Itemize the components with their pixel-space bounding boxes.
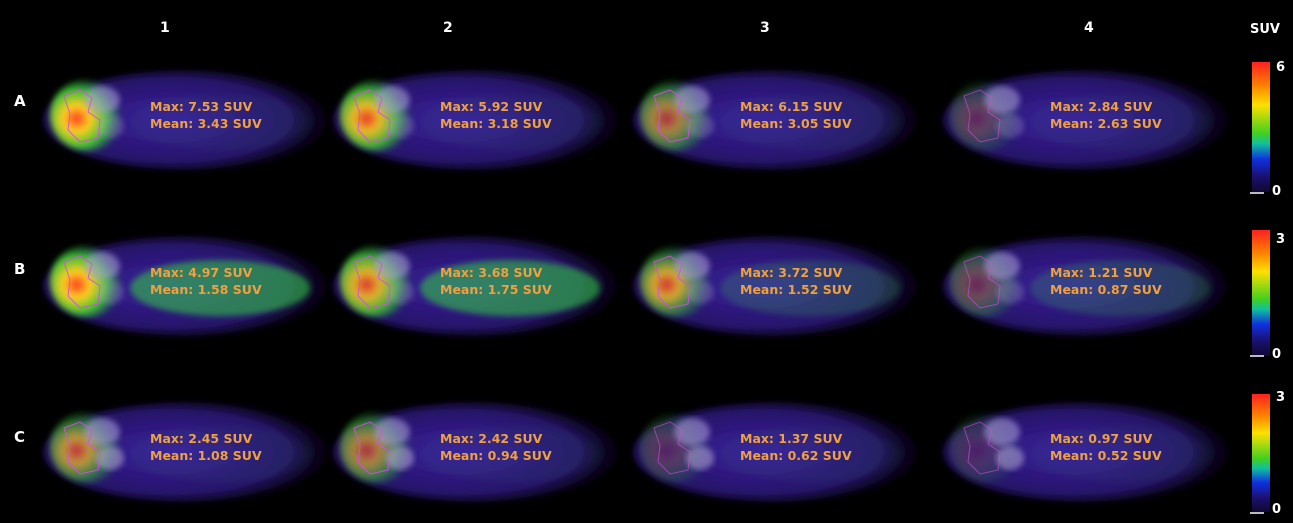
- row-label-b: B: [14, 260, 26, 278]
- mean-suv-label: Mean: 3.05 SUV: [740, 116, 852, 131]
- column-label-3: 3: [760, 20, 770, 36]
- roi-stats: Max: 3.72 SUV Mean: 1.52 SUV: [740, 264, 852, 298]
- max-suv-label: Max: 1.37 SUV: [740, 431, 843, 446]
- mean-suv-label: Mean: 0.94 SUV: [440, 448, 552, 463]
- roi-stats: Max: 0.97 SUV Mean: 0.52 SUV: [1050, 430, 1162, 464]
- pet-panel: Max: 5.92 SUV Mean: 3.18 SUV: [330, 60, 620, 180]
- colorbar-gradient: [1252, 230, 1270, 356]
- row-label-a: A: [14, 92, 26, 110]
- pet-scan-image: [333, 236, 617, 336]
- roi-stats: Max: 2.84 SUV Mean: 2.63 SUV: [1050, 98, 1162, 132]
- roi-stats: Max: 6.15 SUV Mean: 3.05 SUV: [740, 98, 852, 132]
- pet-scan-image: [43, 236, 327, 336]
- pet-panel: Max: 6.15 SUV Mean: 3.05 SUV: [630, 60, 920, 180]
- pet-scan-image: [633, 236, 917, 336]
- pet-scan-image: [333, 70, 617, 170]
- pet-panel: Max: 2.84 SUV Mean: 2.63 SUV: [940, 60, 1230, 180]
- colorbar-min-label: 0: [1272, 184, 1282, 199]
- max-suv-label: Max: 4.97 SUV: [150, 265, 253, 280]
- colorbar-tick: [1250, 192, 1264, 194]
- mean-suv-label: Mean: 1.75 SUV: [440, 282, 552, 297]
- roi-stats: Max: 2.45 SUV Mean: 1.08 SUV: [150, 430, 262, 464]
- pet-scan-image: [633, 402, 917, 502]
- colorbar-title: SUV: [1250, 22, 1280, 37]
- colorbar-min-label: 0: [1272, 502, 1282, 517]
- colorbar-max-label: 6: [1276, 60, 1286, 75]
- pet-panel: Max: 4.97 SUV Mean: 1.58 SUV: [40, 226, 330, 346]
- colorbar-max-label: 3: [1276, 390, 1286, 405]
- roi-stats: Max: 1.37 SUV Mean: 0.62 SUV: [740, 430, 852, 464]
- colorbar-tick: [1250, 512, 1264, 514]
- pet-panel: Max: 3.68 SUV Mean: 1.75 SUV: [330, 226, 620, 346]
- max-suv-label: Max: 2.84 SUV: [1050, 99, 1153, 114]
- pet-panel: Max: 0.97 SUV Mean: 0.52 SUV: [940, 392, 1230, 512]
- colorbar-min-label: 0: [1272, 347, 1282, 362]
- column-label-4: 4: [1084, 20, 1094, 36]
- pet-scan-image: [943, 402, 1227, 502]
- mean-suv-label: Mean: 1.58 SUV: [150, 282, 262, 297]
- roi-stats: Max: 2.42 SUV Mean: 0.94 SUV: [440, 430, 552, 464]
- max-suv-label: Max: 7.53 SUV: [150, 99, 253, 114]
- pet-panel: Max: 2.45 SUV Mean: 1.08 SUV: [40, 392, 330, 512]
- pet-scan-image: [633, 70, 917, 170]
- mean-suv-label: Mean: 0.87 SUV: [1050, 282, 1162, 297]
- pet-panel: Max: 3.72 SUV Mean: 1.52 SUV: [630, 226, 920, 346]
- max-suv-label: Max: 1.21 SUV: [1050, 265, 1153, 280]
- column-label-1: 1: [160, 20, 170, 36]
- max-suv-label: Max: 2.42 SUV: [440, 431, 543, 446]
- pet-scan-image: [43, 402, 327, 502]
- pet-scan-image: [43, 70, 327, 170]
- column-label-2: 2: [443, 20, 453, 36]
- mean-suv-label: Mean: 3.43 SUV: [150, 116, 262, 131]
- roi-stats: Max: 4.97 SUV Mean: 1.58 SUV: [150, 264, 262, 298]
- colorbar-tick: [1250, 355, 1264, 357]
- mean-suv-label: Mean: 1.08 SUV: [150, 448, 262, 463]
- max-suv-label: Max: 3.72 SUV: [740, 265, 843, 280]
- roi-stats: Max: 3.68 SUV Mean: 1.75 SUV: [440, 264, 552, 298]
- max-suv-label: Max: 0.97 SUV: [1050, 431, 1153, 446]
- colorbar-gradient: [1252, 62, 1270, 192]
- roi-stats: Max: 7.53 SUV Mean: 3.43 SUV: [150, 98, 262, 132]
- max-suv-label: Max: 3.68 SUV: [440, 265, 543, 280]
- max-suv-label: Max: 6.15 SUV: [740, 99, 843, 114]
- mean-suv-label: Mean: 0.62 SUV: [740, 448, 852, 463]
- pet-panel: Max: 1.21 SUV Mean: 0.87 SUV: [940, 226, 1230, 346]
- pet-panel: Max: 7.53 SUV Mean: 3.43 SUV: [40, 60, 330, 180]
- row-label-c: C: [14, 428, 26, 446]
- mean-suv-label: Mean: 0.52 SUV: [1050, 448, 1162, 463]
- max-suv-label: Max: 5.92 SUV: [440, 99, 543, 114]
- mean-suv-label: Mean: 1.52 SUV: [740, 282, 852, 297]
- colorbar-gradient: [1252, 394, 1270, 512]
- roi-stats: Max: 5.92 SUV Mean: 3.18 SUV: [440, 98, 552, 132]
- mean-suv-label: Mean: 3.18 SUV: [440, 116, 552, 131]
- pet-scan-image: [943, 70, 1227, 170]
- roi-stats: Max: 1.21 SUV Mean: 0.87 SUV: [1050, 264, 1162, 298]
- pet-scan-image: [333, 402, 617, 502]
- colorbar-max-label: 3: [1276, 232, 1286, 247]
- pet-panel: Max: 1.37 SUV Mean: 0.62 SUV: [630, 392, 920, 512]
- pet-panel: Max: 2.42 SUV Mean: 0.94 SUV: [330, 392, 620, 512]
- max-suv-label: Max: 2.45 SUV: [150, 431, 253, 446]
- pet-scan-image: [943, 236, 1227, 336]
- mean-suv-label: Mean: 2.63 SUV: [1050, 116, 1162, 131]
